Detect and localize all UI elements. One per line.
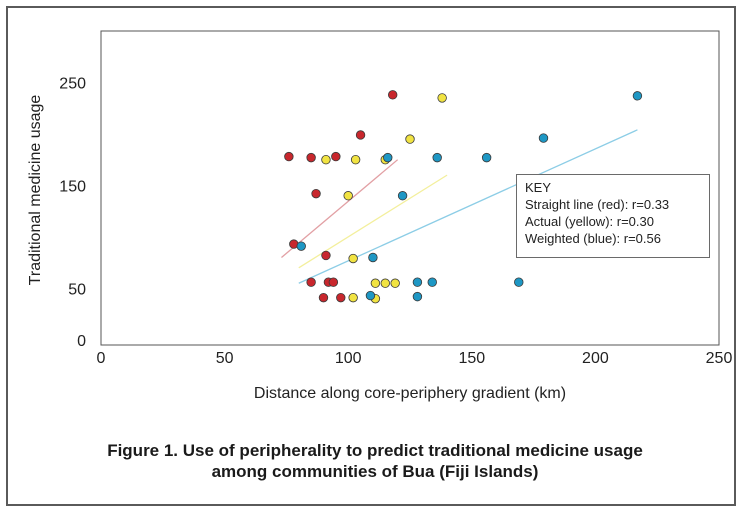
yellow-data-point xyxy=(343,191,353,201)
blue-data-point xyxy=(481,152,492,163)
red-data-point xyxy=(311,188,321,199)
yellow-data-point xyxy=(370,278,381,288)
blue-data-point xyxy=(365,290,376,301)
blue-data-point xyxy=(383,152,393,163)
red-data-point xyxy=(284,151,294,162)
x-tick-label: 0 xyxy=(97,350,106,367)
legend-title: KEY xyxy=(525,180,552,195)
y-axis-label: Traditional medicine usage xyxy=(27,95,44,286)
yellow-data-point xyxy=(321,154,331,165)
yellow-data-point xyxy=(405,134,415,144)
scatter-chart: Distance along core-periphery gradient (… xyxy=(27,30,733,402)
y-tick-label: 250 xyxy=(59,75,86,92)
blue-data-point xyxy=(412,277,423,287)
x-tick-label: 250 xyxy=(706,350,733,367)
red-data-point xyxy=(306,277,316,287)
blue-data-point xyxy=(538,133,549,143)
caption-line-2: among communities of Bua (Fiji Islands) xyxy=(211,462,539,481)
figure-caption: Figure 1. Use of peripherality to predic… xyxy=(0,440,750,482)
yellow-data-point xyxy=(350,154,361,165)
red-data-point xyxy=(355,130,366,140)
y-tick-label: 150 xyxy=(59,178,86,195)
red-data-point xyxy=(321,250,331,261)
yellow-data-point xyxy=(437,93,447,103)
yellow-data-point xyxy=(348,292,358,303)
x-tick-label: 100 xyxy=(335,350,362,367)
yellow-data-point xyxy=(390,278,400,288)
legend-item-red: Straight line (red): r=0.33 xyxy=(525,197,670,212)
blue-data-point xyxy=(397,191,408,201)
red-data-point xyxy=(336,292,346,303)
blue-data-point xyxy=(514,277,524,287)
y-tick-label: 50 xyxy=(68,281,86,298)
legend-key: KEY Straight line (red): r=0.33 Actual (… xyxy=(516,174,710,258)
red-data-point xyxy=(328,277,339,287)
blue-data-point xyxy=(427,277,437,287)
yellow-data-point xyxy=(348,253,358,264)
red-data-point xyxy=(318,292,329,303)
red-trend-line xyxy=(281,159,399,258)
yellow-data-point xyxy=(380,278,390,288)
legend-item-blue: Weighted (blue): r=0.56 xyxy=(525,231,661,246)
legend-item-yellow: Actual (yellow): r=0.30 xyxy=(525,214,654,229)
red-data-point xyxy=(331,151,341,162)
x-tick-label: 200 xyxy=(582,350,609,367)
x-tick-label: 150 xyxy=(458,350,485,367)
blue-data-point xyxy=(432,152,442,163)
y-tick-label: 0 xyxy=(77,333,86,350)
x-axis-label: Distance along core-periphery gradient (… xyxy=(254,385,566,402)
caption-line-1: Figure 1. Use of peripherality to predic… xyxy=(107,441,643,460)
red-data-point xyxy=(387,90,398,100)
blue-data-point xyxy=(632,91,643,101)
blue-data-point xyxy=(296,241,306,251)
x-tick-label: 50 xyxy=(216,350,234,367)
red-data-point xyxy=(306,152,316,163)
blue-data-point xyxy=(368,252,378,263)
blue-data-point xyxy=(412,291,423,302)
